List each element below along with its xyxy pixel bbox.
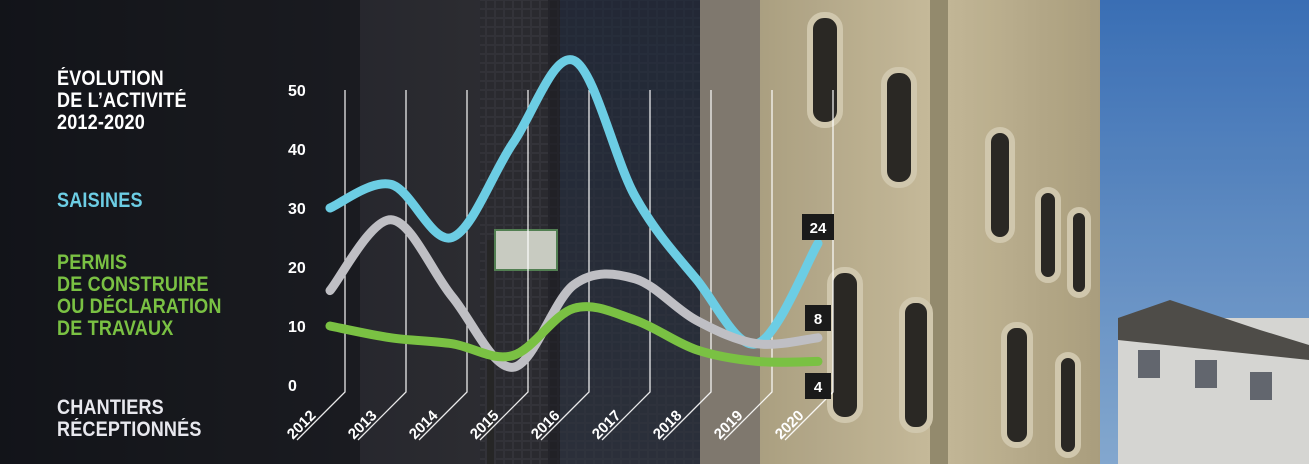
gridline [296, 90, 346, 441]
x-tick-label: 2016 [528, 407, 564, 443]
gridline [723, 90, 773, 441]
end-value-label: 24 [810, 220, 827, 237]
legend-permis-line: DE TRAVAUX [57, 317, 174, 340]
gridline [357, 90, 407, 441]
chart-title: ÉVOLUTION DE L’ACTIVITÉ 2012-2020 [57, 68, 208, 134]
end-value-label: 8 [814, 311, 822, 328]
x-tick-label: 2019 [711, 407, 747, 443]
end-value-box [805, 373, 831, 399]
gridline [662, 90, 712, 441]
x-tick-label: 2018 [650, 407, 686, 443]
y-tick-label: 20 [288, 260, 306, 277]
x-tick-label: 2017 [589, 407, 625, 443]
series-line-chantiers [325, 215, 823, 372]
chart-title-line: ÉVOLUTION [57, 67, 164, 90]
y-tick-label: 0 [288, 378, 297, 395]
gridline [784, 90, 834, 441]
legend-chantiers-line: CHANTIERS [57, 396, 164, 419]
end-value-box [802, 214, 834, 240]
legend-permis: PERMIS DE CONSTRUIRE OU DÉCLARATION DE T… [57, 252, 248, 340]
gridline [540, 90, 590, 441]
y-tick-label: 50 [288, 83, 306, 100]
x-tick-label: 2020 [772, 407, 808, 443]
legend-permis-line: PERMIS [57, 251, 128, 274]
legend-permis-line: OU DÉCLARATION [57, 295, 222, 318]
legend-chantiers-line: RÉCEPTIONNÉS [57, 418, 202, 441]
legend-saisines: SAISINES [57, 190, 157, 212]
x-tick-label: 2014 [406, 407, 442, 443]
gridline [601, 90, 651, 441]
legend-permis-line: DE CONSTRUIRE [57, 273, 209, 296]
series-line-saisines [325, 55, 823, 349]
legend-chantiers: CHANTIERS RÉCEPTIONNÉS [57, 397, 225, 441]
x-tick-label: 2015 [467, 407, 503, 443]
x-tick-label: 2012 [284, 407, 320, 443]
chart-title-line: 2012-2020 [57, 111, 145, 134]
y-tick-label: 30 [288, 201, 306, 218]
y-tick-label: 40 [288, 142, 306, 159]
legend-saisines-label: SAISINES [57, 189, 143, 212]
chart-title-line: DE L’ACTIVITÉ [57, 89, 187, 112]
gridline [479, 90, 529, 441]
gridline [418, 90, 468, 441]
x-tick-label: 2013 [345, 407, 381, 443]
y-tick-label: 10 [288, 319, 306, 336]
series-line-permis [325, 302, 823, 367]
end-value-label: 4 [814, 379, 823, 396]
end-value-box [805, 305, 831, 331]
